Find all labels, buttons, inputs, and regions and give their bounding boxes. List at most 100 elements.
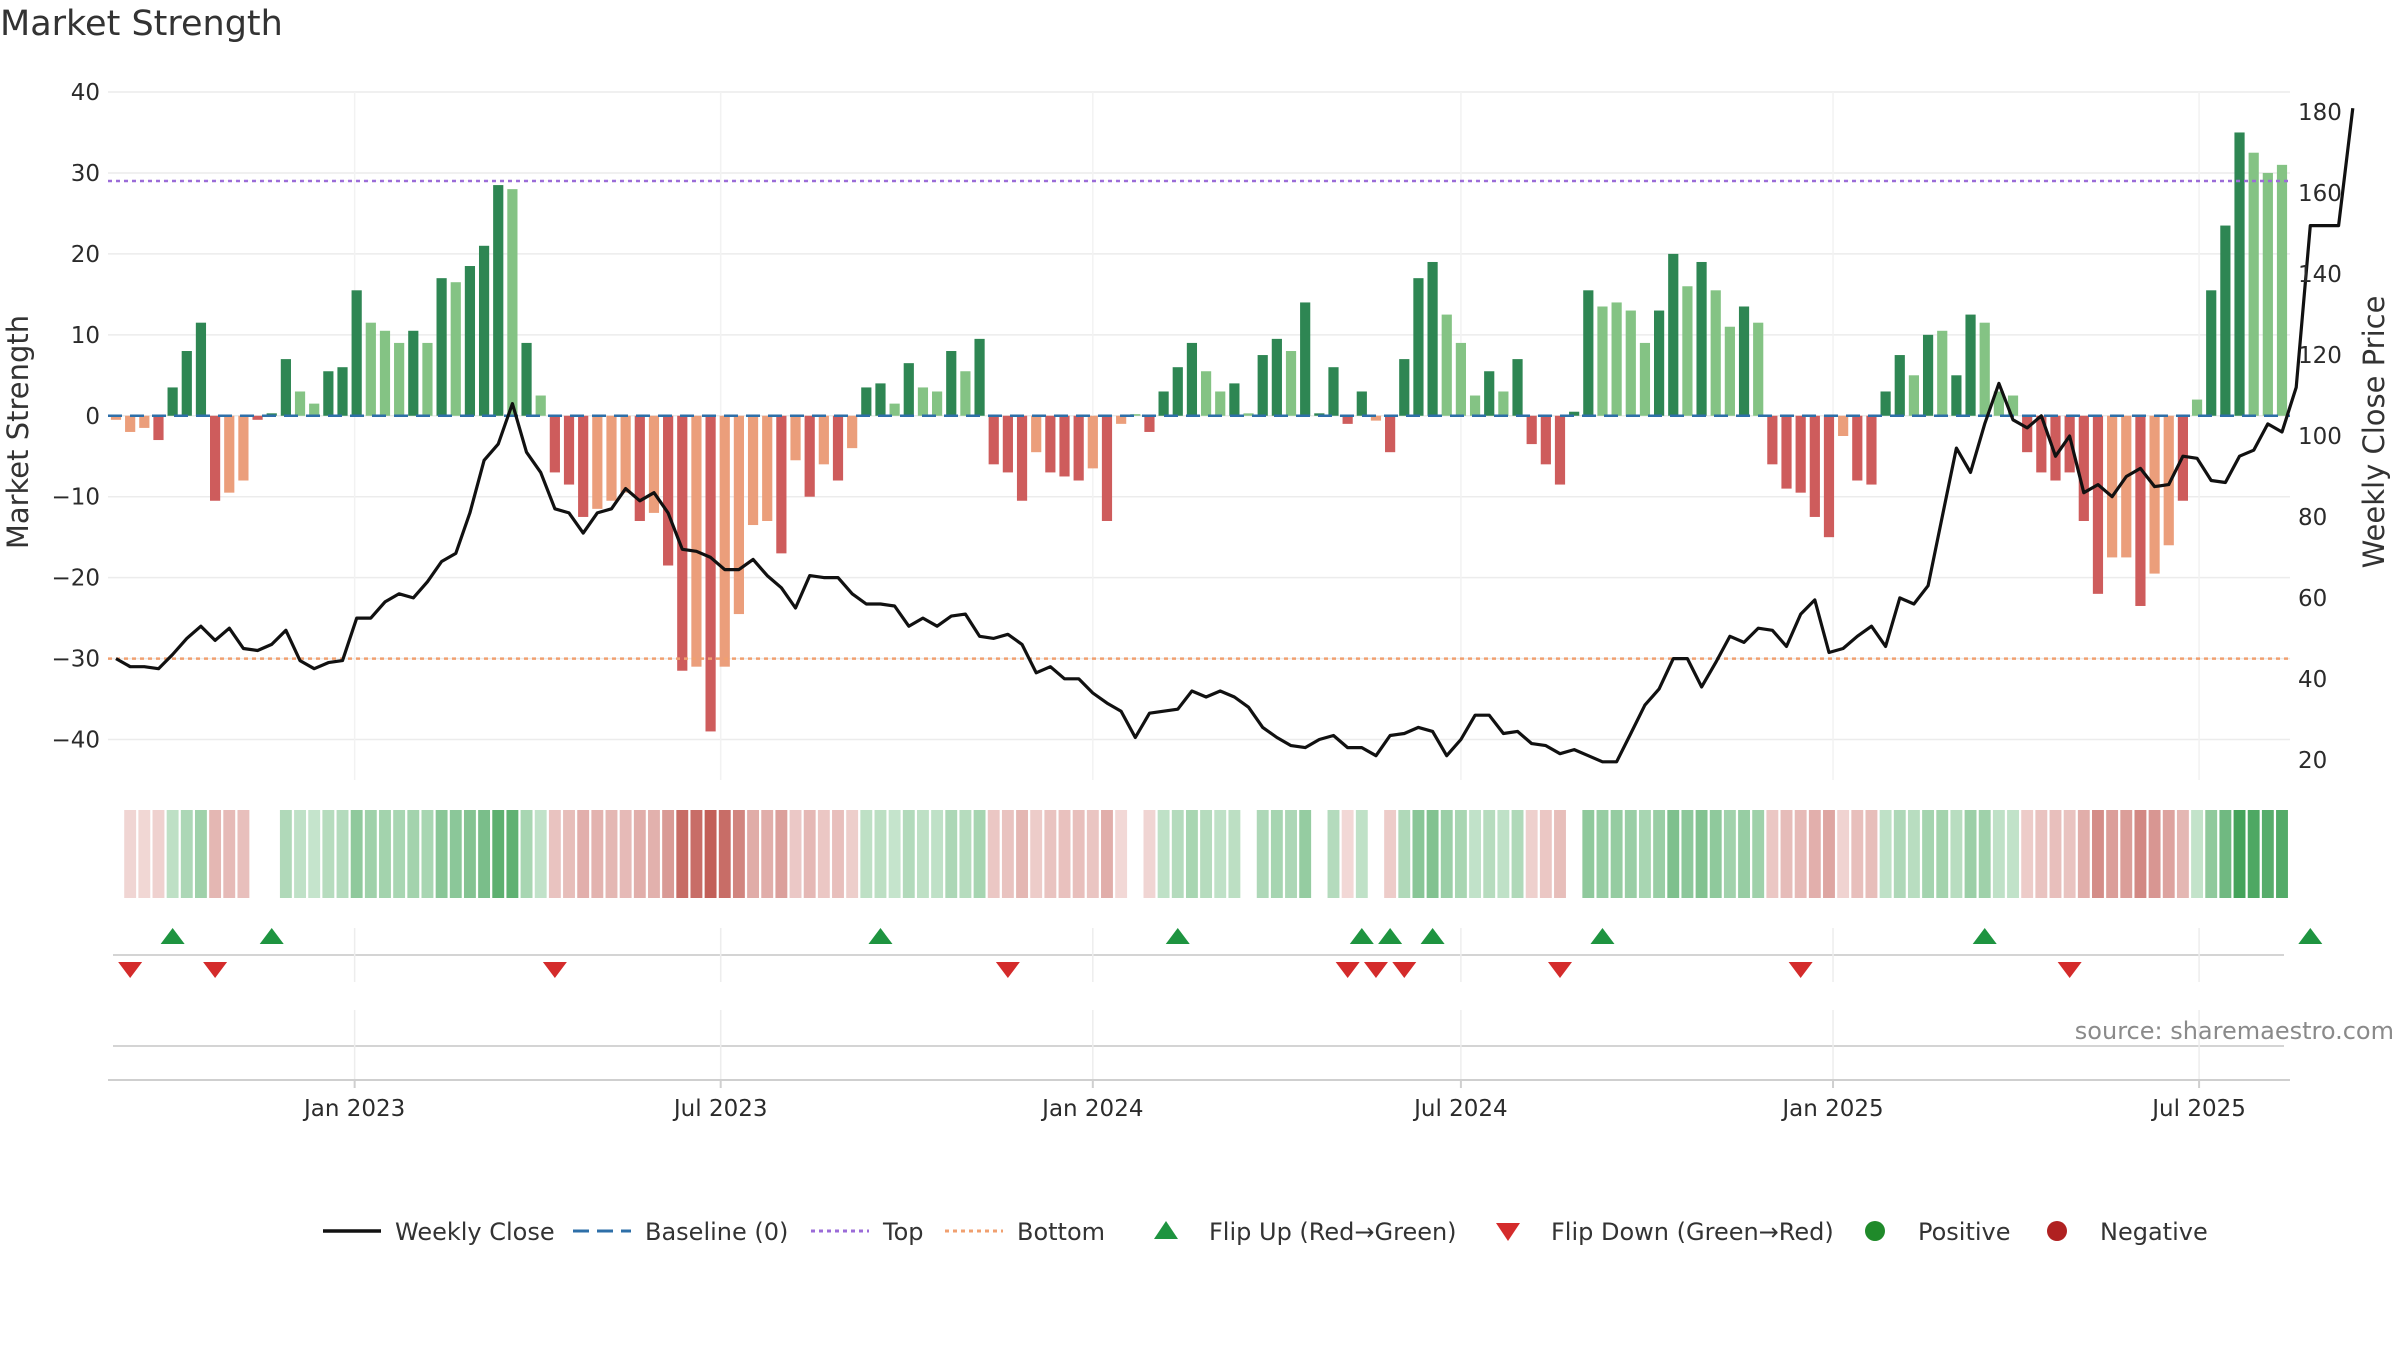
strip-cell	[2219, 810, 2232, 898]
flip-up-marker	[160, 928, 185, 944]
strip-cell	[2261, 810, 2274, 898]
strength-bar	[493, 185, 504, 416]
strength-bar	[478, 245, 490, 416]
strength-bar	[677, 415, 688, 671]
flip-up-marker	[1378, 928, 1403, 944]
strength-bar	[606, 415, 617, 501]
strength-bar	[932, 391, 943, 416]
strength-bar	[1215, 391, 1226, 416]
strip-cell	[1341, 810, 1354, 898]
strip-cell	[407, 810, 420, 898]
strip-cell	[973, 810, 986, 898]
strength-bar	[1668, 253, 1679, 416]
flip-down-marker	[203, 962, 228, 978]
strength-bar	[903, 363, 914, 416]
strip-cell	[294, 810, 306, 898]
flip-up-marker	[868, 928, 893, 944]
strip-cell	[520, 810, 533, 898]
strength-bar	[1469, 395, 1481, 416]
strip-cell	[605, 810, 618, 898]
strip-cell	[1964, 810, 1977, 898]
strength-bar	[620, 415, 631, 493]
strip-cell	[619, 810, 632, 898]
strip-cell	[1907, 810, 1920, 898]
strip-cell	[2205, 810, 2218, 898]
strength-bar	[351, 290, 362, 416]
strip-cell	[237, 810, 250, 898]
strip-cell	[1412, 810, 1425, 898]
strip-cell	[1823, 810, 1835, 898]
right-tick-label: 140	[2298, 262, 2342, 288]
strip-cell	[138, 810, 151, 898]
strip-cell	[718, 810, 731, 898]
strength-bar	[634, 415, 645, 521]
flip-down-marker	[1392, 962, 1417, 978]
strip-cell	[1950, 810, 1963, 898]
strip-cell	[1922, 810, 1935, 898]
strip-cell	[1525, 810, 1538, 898]
strength-bar	[1144, 415, 1155, 432]
strip-cell	[1016, 810, 1028, 898]
strip-cell	[478, 810, 491, 898]
strip-cell	[1200, 810, 1213, 898]
strength-bar	[1186, 342, 1198, 416]
strength-bar	[832, 415, 844, 481]
strip-cell	[1454, 810, 1467, 898]
strength-bar	[1200, 371, 1212, 416]
flip-down-marker	[2057, 962, 2082, 978]
strength-bar	[521, 342, 532, 416]
strength-bar	[507, 189, 518, 416]
strip-cell	[1667, 810, 1680, 898]
strip-cell	[421, 810, 434, 898]
strength-bar	[1271, 338, 1282, 416]
strip-cell	[775, 810, 788, 898]
flip-down-marker	[995, 962, 1020, 978]
flip-down-marker	[1788, 962, 1813, 978]
strip-cell	[860, 810, 873, 898]
flip-up-marker	[1972, 928, 1997, 944]
strip-cell	[633, 810, 646, 898]
flip-up-marker	[259, 928, 284, 944]
strip-cell	[1752, 810, 1765, 898]
strength-bar	[2206, 290, 2217, 416]
strength-bar	[1554, 415, 1566, 485]
strength-bar	[1257, 355, 1268, 416]
strip-cell	[1101, 810, 1113, 898]
strip-cell	[2233, 810, 2246, 898]
strip-cell	[2120, 810, 2133, 898]
grid-lines	[108, 91, 2290, 780]
strength-bar	[1285, 351, 1297, 416]
left-tick-label: 10	[71, 323, 100, 349]
strip-cell	[2247, 810, 2260, 898]
strip-cell	[1157, 810, 1170, 898]
strip-cell	[308, 810, 321, 898]
strength-bar	[861, 387, 872, 416]
strength-bar	[917, 387, 929, 416]
strength-bar	[1852, 415, 1863, 481]
strip-cell	[279, 810, 292, 898]
strip-cell	[379, 810, 391, 898]
legend-label: Flip Up (Red→Green)	[1209, 1218, 1457, 1246]
strength-bar	[1342, 415, 1353, 424]
strength-bar	[1993, 391, 2004, 416]
strength-bar	[1045, 415, 1056, 473]
strength-bar	[875, 383, 886, 416]
strip-cell	[1001, 810, 1014, 898]
flip-up-marker	[1349, 928, 1374, 944]
strength-bar	[1809, 415, 1820, 517]
chart-title: Market Strength	[0, 4, 283, 44]
strength-bar	[1724, 326, 1735, 416]
strength-bar	[2022, 415, 2033, 453]
legend-label: Weekly Close	[395, 1218, 555, 1246]
strip-cell	[591, 810, 604, 898]
strength-bar	[167, 387, 178, 416]
right-axis-title: Weekly Close Price	[2357, 296, 2391, 569]
strength-bar	[1710, 290, 1721, 416]
strength-bar	[1087, 415, 1098, 469]
strength-heat-strip	[124, 810, 2288, 898]
strip-cell	[152, 810, 165, 898]
strength-bar	[1753, 322, 1764, 416]
strength-bar	[110, 415, 122, 420]
strength-bar	[733, 415, 744, 615]
strength-bar	[804, 415, 815, 497]
